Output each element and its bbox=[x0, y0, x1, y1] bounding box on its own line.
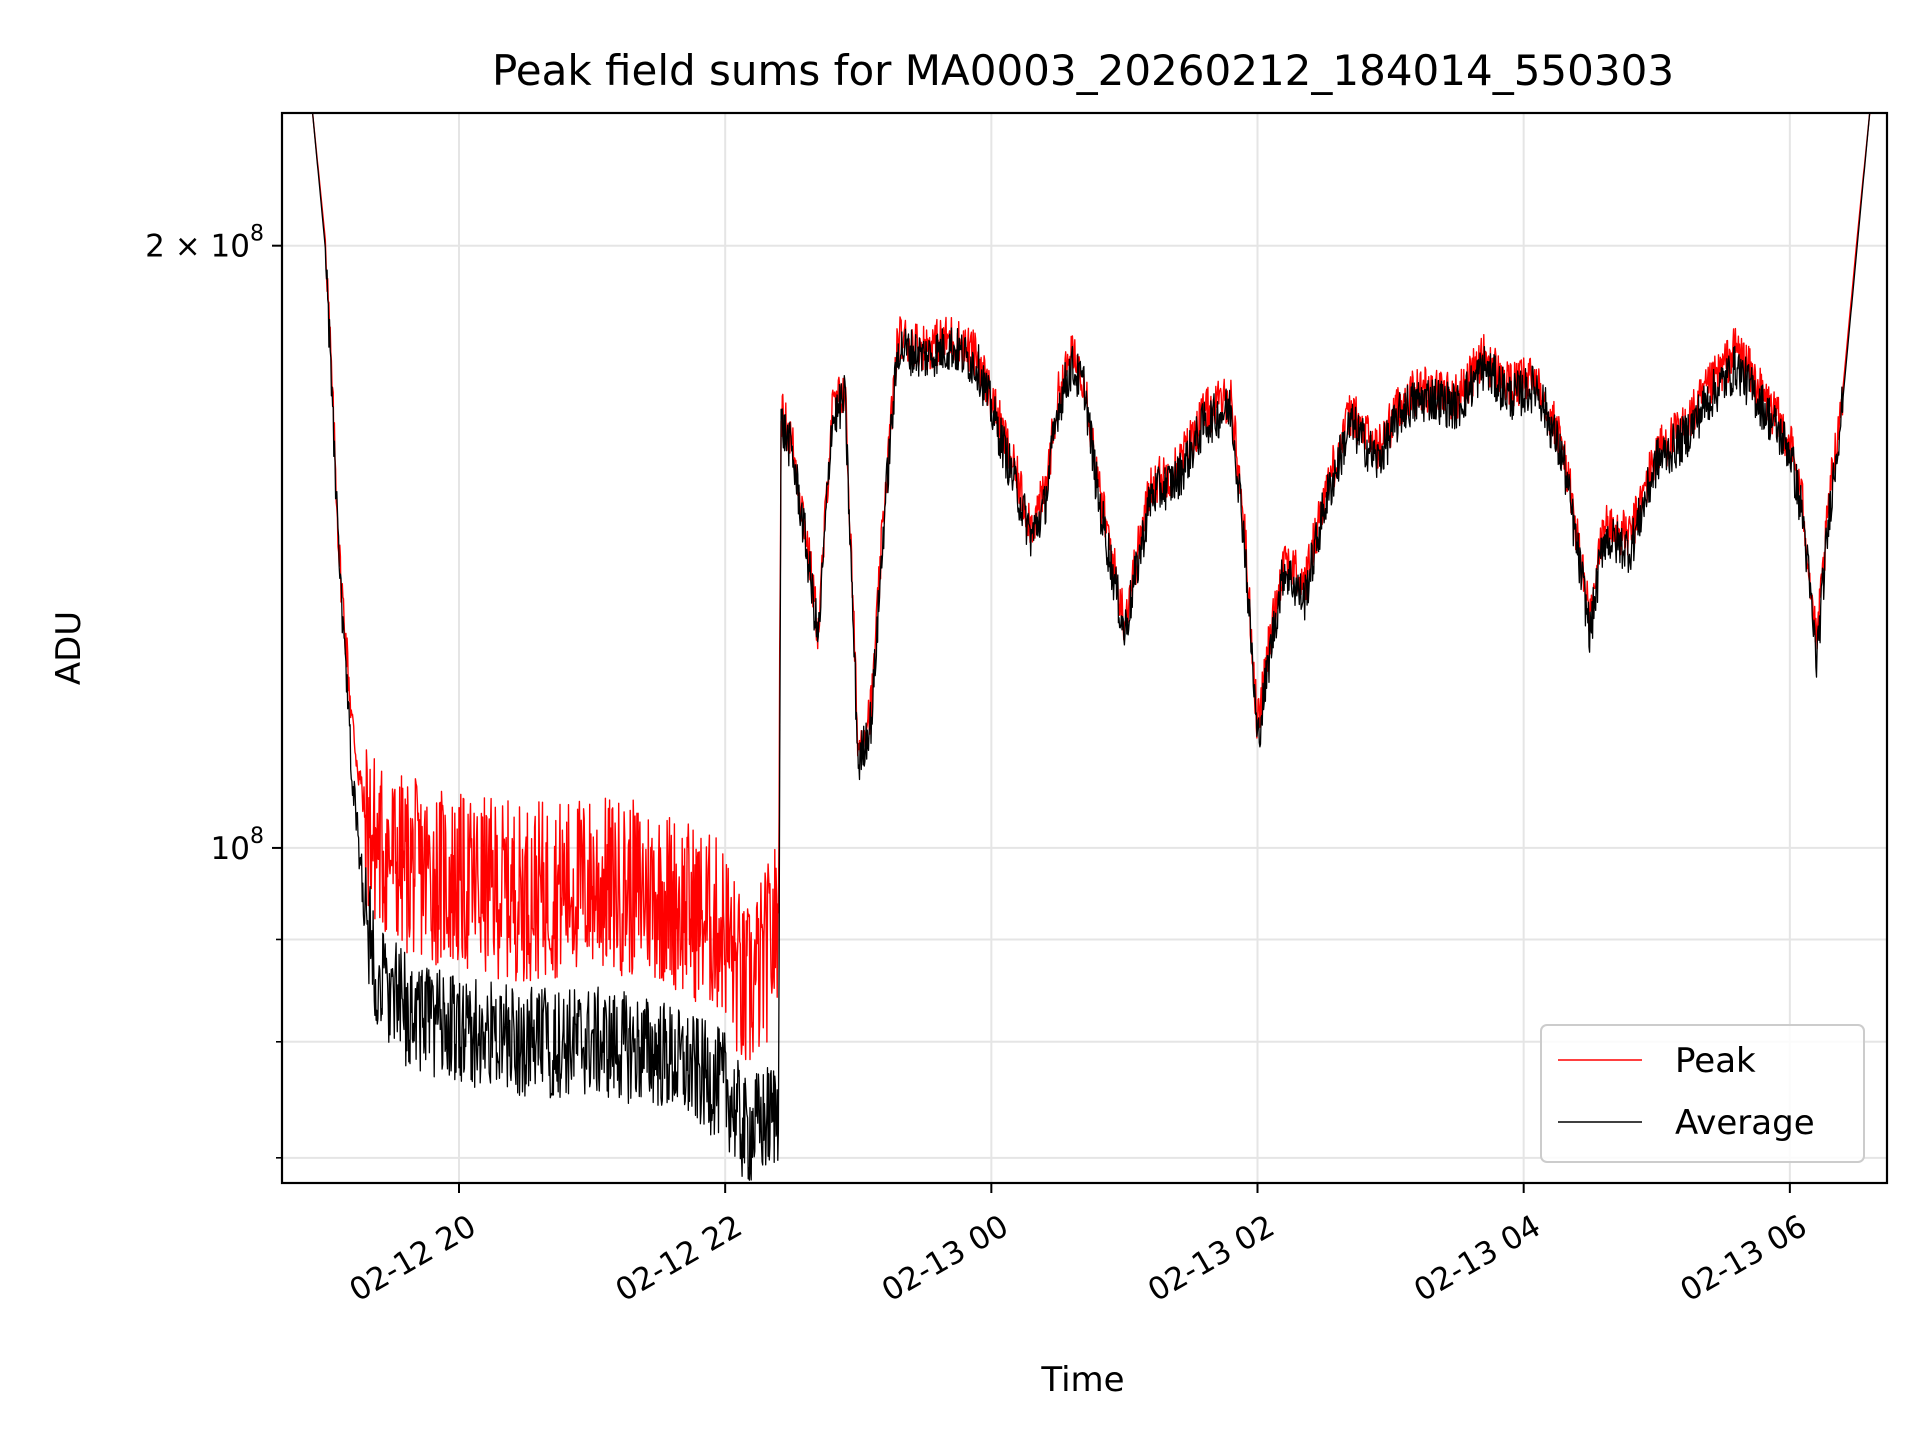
legend-label-average: Average bbox=[1675, 1103, 1815, 1143]
legend-label-peak: Peak bbox=[1675, 1041, 1756, 1081]
series-layer bbox=[281, 112, 1888, 1181]
plot-area-frame bbox=[280, 111, 1889, 1185]
series-line-average bbox=[281, 112, 1888, 1181]
chart-title: Peak field sums for MA0003_20260212_1840… bbox=[492, 46, 1674, 95]
y-tick-label: 2 × 108 bbox=[145, 222, 264, 265]
legend: Peak Average bbox=[1540, 1024, 1865, 1163]
y-tick-label: 108 bbox=[211, 824, 264, 867]
y-axis: 2 × 108 108 bbox=[145, 222, 282, 1159]
y-axis-label: ADU bbox=[49, 611, 89, 685]
x-axis-label: Time bbox=[1040, 1360, 1124, 1400]
